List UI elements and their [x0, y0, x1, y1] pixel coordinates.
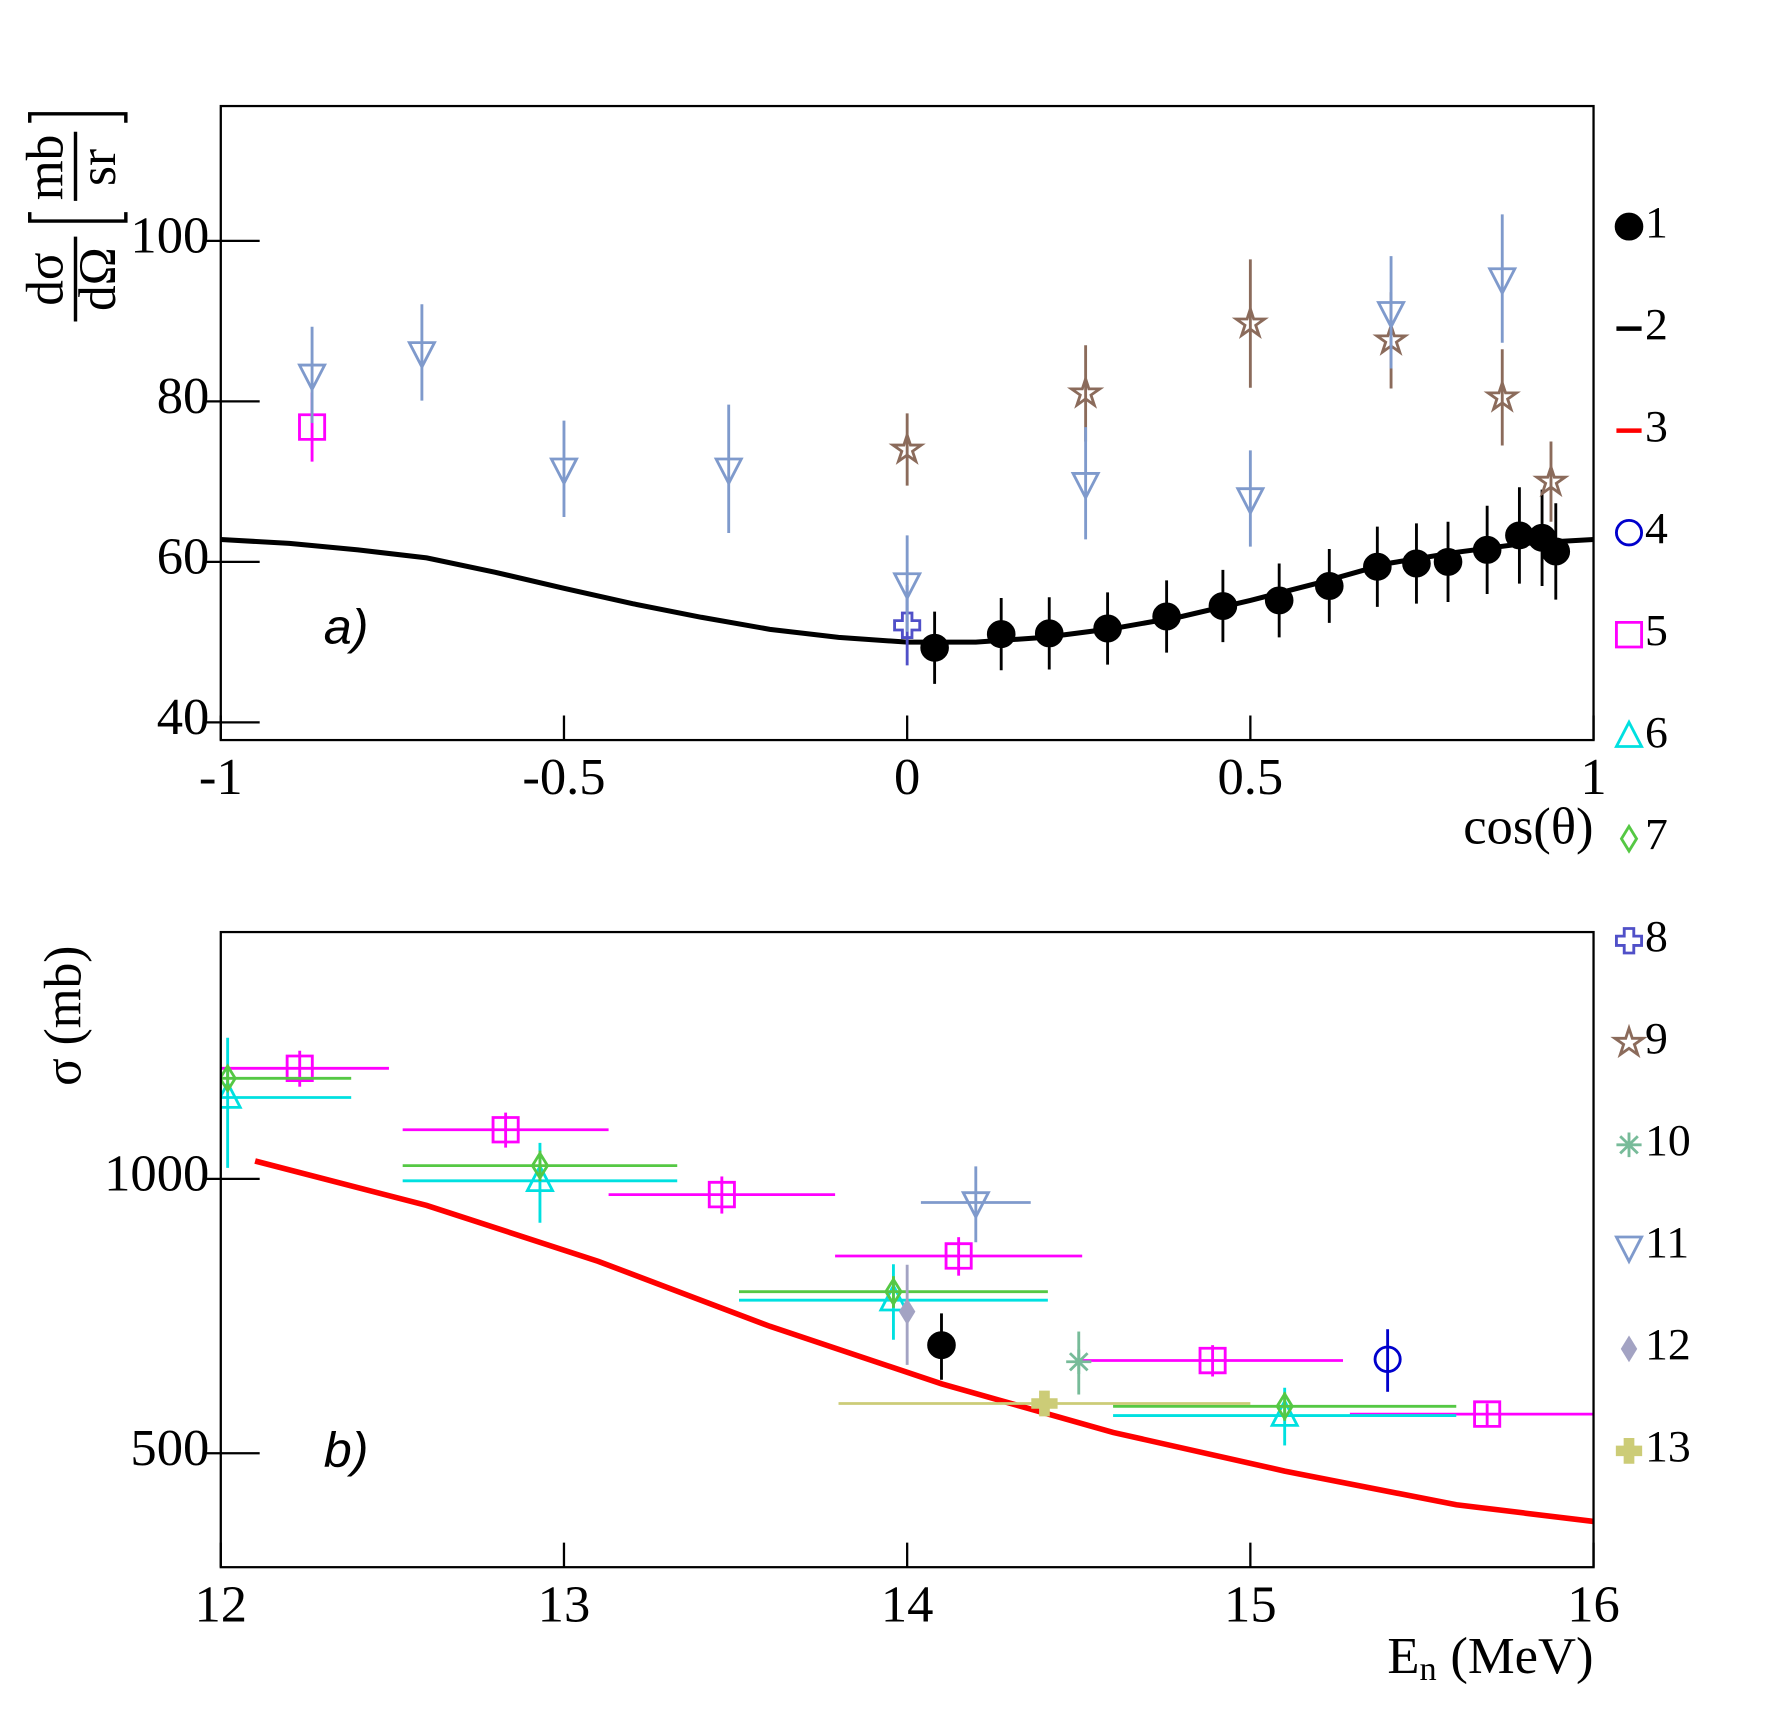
legend-label: 10 [1645, 1116, 1691, 1165]
legend-label: 8 [1645, 912, 1668, 961]
marker [1070, 472, 1101, 501]
marker [892, 572, 923, 602]
y-tick-label: 1000 [104, 1146, 209, 1202]
x-tick-label: 14 [881, 1577, 934, 1633]
marker [1487, 267, 1518, 297]
marker [1483, 378, 1521, 413]
marker [944, 1242, 973, 1270]
marker [888, 430, 926, 465]
legend-marker [1616, 1132, 1642, 1158]
legend-label: 11 [1645, 1218, 1689, 1267]
x-axis-subscript: n [1420, 1651, 1437, 1688]
y-axis-denominator: dΩ [69, 247, 127, 311]
marker [525, 1163, 555, 1193]
legend-label: 1 [1645, 197, 1668, 246]
legend-label: 12 [1645, 1320, 1691, 1369]
y-tick-label: 40 [157, 690, 210, 746]
marker [920, 633, 949, 662]
marker [960, 1191, 991, 1221]
marker [1373, 1345, 1402, 1373]
marker [298, 413, 327, 441]
x-tick-label: 15 [1224, 1577, 1277, 1633]
x-tick-label: 0.5 [1217, 750, 1283, 806]
y-axis-title: σ (mb) [35, 946, 93, 1086]
legend-marker [1615, 1438, 1643, 1464]
marker [884, 1276, 903, 1307]
marker [549, 457, 579, 487]
x-axis-unit: (MeV) [1450, 1628, 1593, 1684]
legend-marker [1614, 719, 1644, 748]
y-axis-numerator: dσ [17, 252, 75, 305]
marker [713, 457, 744, 487]
legend-marker [1614, 927, 1644, 955]
y-axis-unit-numerator: mb [17, 135, 75, 201]
x-tick-label: 13 [538, 1577, 591, 1633]
x-tick-label: -0.5 [522, 750, 605, 806]
x-tick-label: 1 [1580, 750, 1606, 806]
marker [1541, 537, 1571, 566]
x-axis-symbol: E [1387, 1628, 1419, 1684]
y-tick-label: 500 [130, 1421, 209, 1477]
bracket [28, 212, 128, 223]
marker [893, 611, 922, 639]
legend-label: 6 [1645, 707, 1668, 756]
panel-label: a) [324, 599, 369, 654]
legend-label: 3 [1645, 401, 1668, 450]
legend-marker [1614, 1235, 1644, 1265]
y-tick-label: 80 [157, 369, 210, 425]
x-tick-label: 16 [1567, 1577, 1620, 1633]
marker [220, 1063, 237, 1094]
panel-label: b) [324, 1422, 369, 1477]
marker [1198, 1346, 1227, 1375]
marker [927, 1331, 956, 1360]
plot-area [220, 1037, 1594, 1525]
marker [898, 1298, 916, 1326]
legend-label: 4 [1645, 503, 1668, 552]
marker [878, 1282, 909, 1312]
legend-label: 2 [1645, 299, 1668, 348]
legend-marker [1610, 1023, 1648, 1059]
marker [1066, 1349, 1092, 1375]
marker [530, 1150, 550, 1181]
marker [1473, 1400, 1502, 1428]
y-axis-unit-denominator: sr [69, 149, 127, 186]
marker [1235, 487, 1266, 517]
marker [707, 1180, 736, 1209]
x-tick-label: -1 [199, 750, 243, 806]
legend-marker [1614, 621, 1644, 649]
marker [1031, 1390, 1058, 1417]
curve [254, 1158, 1594, 1525]
marker [1275, 1391, 1294, 1422]
y-tick-label: 60 [157, 529, 210, 585]
legend-label: 13 [1645, 1422, 1691, 1471]
y-tick-label: 100 [130, 208, 209, 264]
x-tick-label: 0 [894, 750, 920, 806]
legend-marker [1614, 212, 1644, 241]
marker [1532, 462, 1570, 498]
marker [285, 1054, 314, 1082]
bracket [28, 112, 128, 123]
marker [1231, 304, 1269, 340]
marker [1269, 1397, 1300, 1427]
legend-marker [1619, 823, 1639, 854]
legend-label: 7 [1645, 809, 1668, 858]
marker [1066, 374, 1105, 409]
plot-area [220, 214, 1594, 684]
legend-marker [1614, 518, 1644, 547]
marker [491, 1116, 520, 1144]
marker [297, 363, 327, 393]
legend-marker [1620, 1335, 1638, 1363]
legend-label: 9 [1645, 1014, 1668, 1063]
marker [1402, 549, 1431, 578]
x-tick-label: 12 [194, 1577, 247, 1633]
marker [1376, 301, 1406, 330]
legend-label: 5 [1645, 605, 1668, 654]
marker [406, 341, 437, 371]
x-axis-title: cos(θ) [1463, 799, 1593, 855]
x-axis-title: En (MeV) [1387, 1628, 1593, 1687]
